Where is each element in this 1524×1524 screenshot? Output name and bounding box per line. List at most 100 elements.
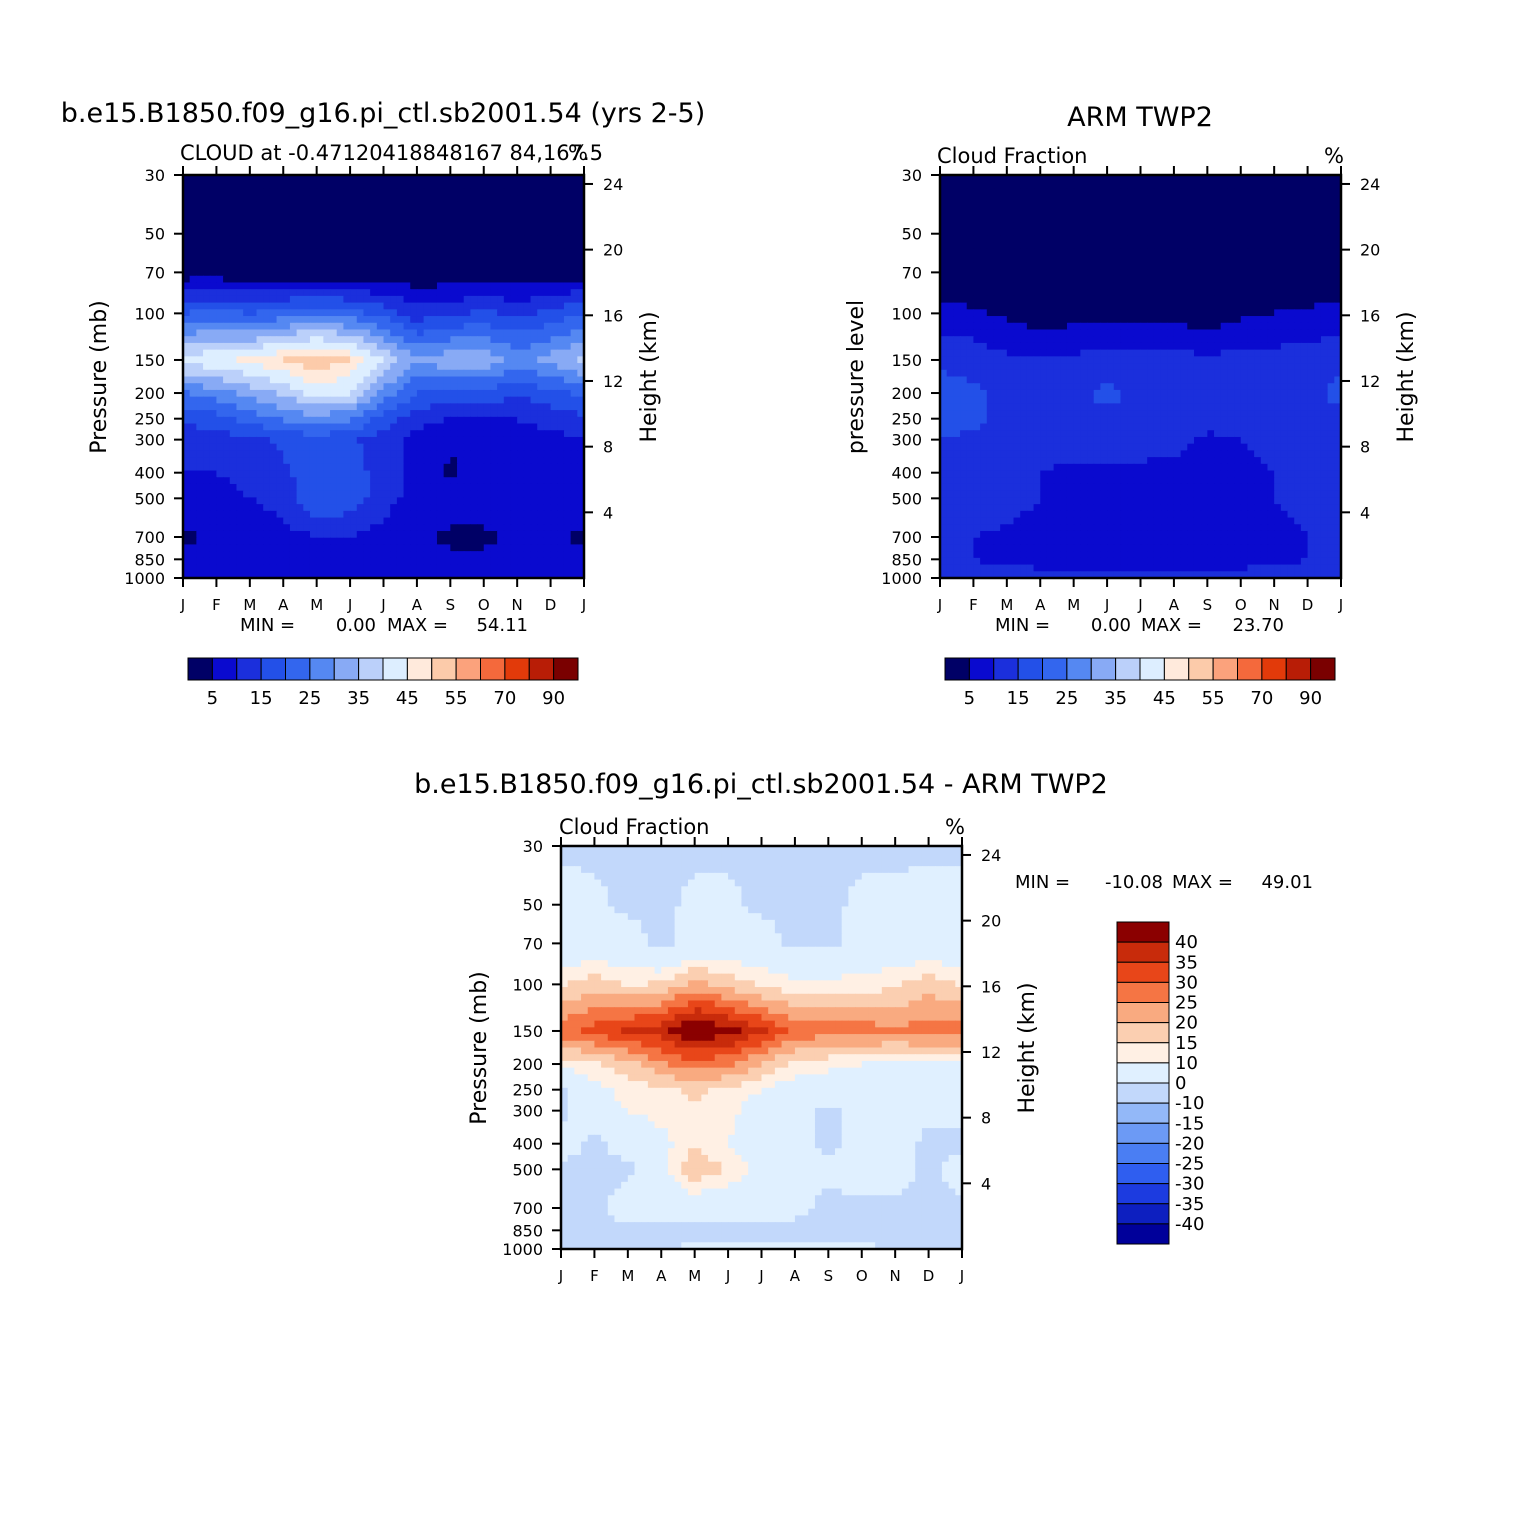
contour-cell xyxy=(563,188,572,196)
contour-cell xyxy=(249,470,258,478)
contour-cell xyxy=(430,463,438,472)
contour-cell xyxy=(1227,222,1235,230)
contour-cell xyxy=(1254,188,1262,196)
contour-cell xyxy=(1173,201,1182,210)
contour-cell xyxy=(1247,201,1255,210)
contour-cell xyxy=(450,396,458,404)
contour-cell xyxy=(457,403,465,411)
contour-cell xyxy=(1120,255,1128,263)
contour-cell xyxy=(216,510,224,519)
contour-cell xyxy=(236,215,244,223)
contour-cell xyxy=(953,302,961,310)
contour-cell xyxy=(517,188,525,196)
contour-cell xyxy=(203,497,211,505)
contour-cell xyxy=(196,504,204,512)
contour-cell xyxy=(203,423,211,431)
contour-cell xyxy=(1066,208,1075,216)
contour-cell xyxy=(350,363,358,371)
contour-cell xyxy=(296,537,304,546)
contour-cell xyxy=(1026,188,1035,196)
contour-cell xyxy=(196,356,204,364)
contour-cell xyxy=(289,376,298,384)
contour-cell xyxy=(343,564,351,572)
contour-cell xyxy=(263,510,271,519)
contour-cell xyxy=(530,410,538,418)
contour-cell xyxy=(1214,289,1222,297)
contour-cell xyxy=(410,242,418,250)
contour-cell xyxy=(1280,295,1289,304)
contour-cell xyxy=(557,416,565,425)
contour-cell xyxy=(249,269,258,277)
contour-cell xyxy=(470,416,478,425)
contour-cell xyxy=(1060,309,1068,317)
contour-cell xyxy=(403,275,411,284)
contour-cell xyxy=(216,416,224,425)
contour-cell xyxy=(209,228,218,237)
contour-cell xyxy=(450,564,458,572)
contour-cell xyxy=(550,356,558,364)
contour-cell xyxy=(289,369,298,378)
contour-cell xyxy=(490,470,498,478)
contour-cell xyxy=(436,517,445,525)
contour-cell xyxy=(390,423,398,431)
contour-cell xyxy=(1320,248,1329,257)
contour-cell xyxy=(477,356,485,364)
contour-cell xyxy=(457,275,465,284)
contour-cell xyxy=(966,309,975,317)
contour-cell xyxy=(276,416,284,425)
contour-cell xyxy=(1287,242,1295,250)
contour-cell xyxy=(577,309,585,317)
contour-cell xyxy=(1140,235,1148,243)
contour-cell xyxy=(229,282,238,290)
contour-cell xyxy=(229,188,238,196)
contour-cell xyxy=(577,228,585,237)
contour-cell xyxy=(503,517,512,525)
contour-cell xyxy=(309,497,318,505)
contour-cell xyxy=(396,436,405,445)
contour-cell xyxy=(577,383,585,391)
contour-cell xyxy=(570,376,578,384)
contour-cell xyxy=(336,275,344,284)
contour-cell xyxy=(470,269,478,277)
contour-cell xyxy=(330,497,338,505)
contour-cell xyxy=(256,262,264,270)
contour-cell xyxy=(503,389,512,398)
contour-cell xyxy=(470,349,478,357)
contour-cell xyxy=(1087,309,1095,317)
contour-cell xyxy=(390,551,398,559)
contour-cell xyxy=(510,530,518,539)
contour-cell xyxy=(1267,262,1275,270)
contour-cell xyxy=(973,295,981,304)
contour-cell xyxy=(1080,242,1088,250)
contour-cell xyxy=(1207,215,1215,223)
contour-cell xyxy=(363,329,371,337)
contour-cell xyxy=(303,510,311,519)
contour-cell xyxy=(1307,269,1315,277)
contour-cell xyxy=(1300,181,1309,190)
contour-cell xyxy=(350,457,358,465)
contour-cell xyxy=(276,557,284,566)
contour-cell xyxy=(1334,188,1342,196)
contour-cell xyxy=(303,571,311,579)
contour-cell xyxy=(249,235,258,243)
contour-cell xyxy=(403,302,411,310)
contour-cell xyxy=(196,215,204,223)
contour-cell xyxy=(1214,235,1222,243)
contour-cell xyxy=(1160,208,1168,216)
contour-cell xyxy=(416,517,425,525)
contour-cell xyxy=(443,322,451,331)
contour-cell xyxy=(503,376,512,384)
contour-cell xyxy=(543,181,552,190)
contour-cell xyxy=(1040,195,1048,203)
contour-cell xyxy=(269,201,278,210)
contour-cell xyxy=(530,376,538,384)
contour-cell xyxy=(303,537,311,546)
contour-cell xyxy=(1320,188,1329,196)
contour-cell xyxy=(986,275,995,284)
contour-cell xyxy=(530,389,538,398)
contour-cell xyxy=(283,376,291,384)
contour-cell xyxy=(503,530,512,539)
contour-cell xyxy=(216,517,224,525)
contour-cell xyxy=(537,356,545,364)
contour-cell xyxy=(343,517,351,525)
